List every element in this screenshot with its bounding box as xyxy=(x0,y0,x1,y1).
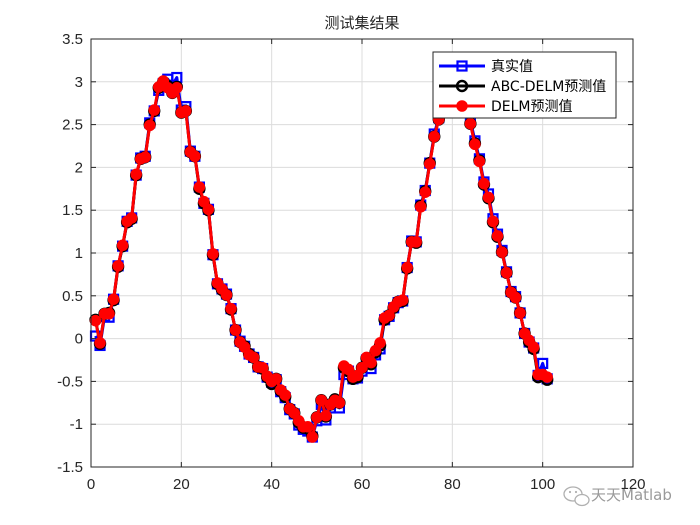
legend-marker xyxy=(456,60,468,72)
data-point xyxy=(491,230,504,242)
x-tick-label: 0 xyxy=(87,476,95,493)
y-tick-label: 1.5 xyxy=(62,202,83,219)
data-point xyxy=(89,314,102,327)
y-tick-label: -1 xyxy=(70,416,83,433)
data-point xyxy=(496,246,508,258)
data-point xyxy=(333,397,346,409)
data-point xyxy=(414,201,427,213)
y-tick-label: 2.5 xyxy=(62,117,83,134)
data-point xyxy=(401,261,413,274)
data-point xyxy=(527,341,540,353)
data-point xyxy=(180,105,192,117)
y-tick-label: 0.5 xyxy=(62,288,83,305)
data-point xyxy=(365,356,377,369)
x-tick-label: 40 xyxy=(263,476,280,493)
data-point xyxy=(428,130,441,143)
data-point xyxy=(207,248,219,260)
data-point xyxy=(148,104,160,116)
data-point xyxy=(116,239,129,252)
data-point xyxy=(410,236,422,248)
data-point xyxy=(229,324,242,336)
x-tick-label: 100 xyxy=(530,476,555,493)
data-point xyxy=(509,291,522,304)
data-point xyxy=(514,307,526,319)
data-point xyxy=(356,361,368,374)
data-point xyxy=(306,431,319,443)
chart-title: 测试集结果 xyxy=(324,14,399,32)
y-tick-label: 1 xyxy=(75,245,83,262)
data-point xyxy=(383,309,395,322)
legend-label: DELM预测值 xyxy=(491,99,573,115)
y-tick-label: 3.5 xyxy=(62,31,83,48)
x-tick-label: 80 xyxy=(444,476,461,493)
data-point xyxy=(225,302,237,315)
data-point xyxy=(256,361,269,374)
legend-marker xyxy=(456,100,468,112)
data-point xyxy=(171,82,183,94)
y-tick-label: 3 xyxy=(75,74,83,91)
y-tick-label: -1.5 xyxy=(57,459,83,476)
data-point xyxy=(189,150,201,163)
data-point xyxy=(220,289,233,301)
x-tick-label: 60 xyxy=(354,476,371,493)
data-point xyxy=(107,293,120,305)
data-point xyxy=(473,155,486,168)
data-point xyxy=(320,409,332,422)
data-point xyxy=(247,351,260,364)
series-group xyxy=(89,71,554,443)
data-point xyxy=(482,191,495,204)
data-point xyxy=(193,181,206,193)
data-point xyxy=(125,212,138,224)
grid xyxy=(91,39,633,467)
series-3 xyxy=(89,75,553,443)
data-point xyxy=(464,117,477,130)
x-tick-label: 20 xyxy=(173,476,190,493)
data-point xyxy=(202,203,215,216)
ticks: 0 20 40 60 80 100 120 -1.5 -1 -0.5 0 0.5 1 1.5 2 2.5 3 3.… xyxy=(57,31,645,493)
legend-entry: DELM预测值 xyxy=(439,99,573,115)
data-point xyxy=(311,411,323,424)
data-point xyxy=(94,337,106,349)
data-point xyxy=(374,337,386,349)
data-point xyxy=(130,168,142,180)
data-point xyxy=(143,119,156,132)
watermark: 天天Matlab xyxy=(563,486,672,507)
legend-label: ABC-DELM预测值 xyxy=(491,79,606,95)
data-point xyxy=(270,373,282,385)
data-point xyxy=(469,138,481,151)
legend: 真实值 ABC-DELM预测值 DELM预测值 xyxy=(432,51,617,119)
legend-label: 真实值 xyxy=(491,59,533,75)
legend-entry: 真实值 xyxy=(439,59,533,75)
data-point xyxy=(419,186,431,198)
data-point xyxy=(396,294,409,306)
data-point xyxy=(279,389,291,401)
y-tick-label: -0.5 xyxy=(57,373,83,390)
data-point xyxy=(112,260,124,272)
data-point xyxy=(541,371,553,383)
data-point xyxy=(478,177,490,190)
data-point xyxy=(500,266,513,279)
data-point xyxy=(139,151,151,163)
wechat-icon xyxy=(563,486,590,507)
y-tick-label: 2 xyxy=(75,159,83,176)
watermark-text: 天天Matlab xyxy=(591,486,672,504)
data-point xyxy=(103,308,115,320)
legend-entry: ABC-DELM预测值 xyxy=(439,79,606,95)
legend-marker xyxy=(455,79,469,93)
data-point xyxy=(315,394,328,406)
x-tick-label: 120 xyxy=(620,476,645,493)
data-point xyxy=(487,215,499,228)
data-point xyxy=(537,357,549,370)
y-tick-label: 0 xyxy=(75,331,83,348)
data-point xyxy=(424,158,436,170)
data-point xyxy=(302,421,314,433)
